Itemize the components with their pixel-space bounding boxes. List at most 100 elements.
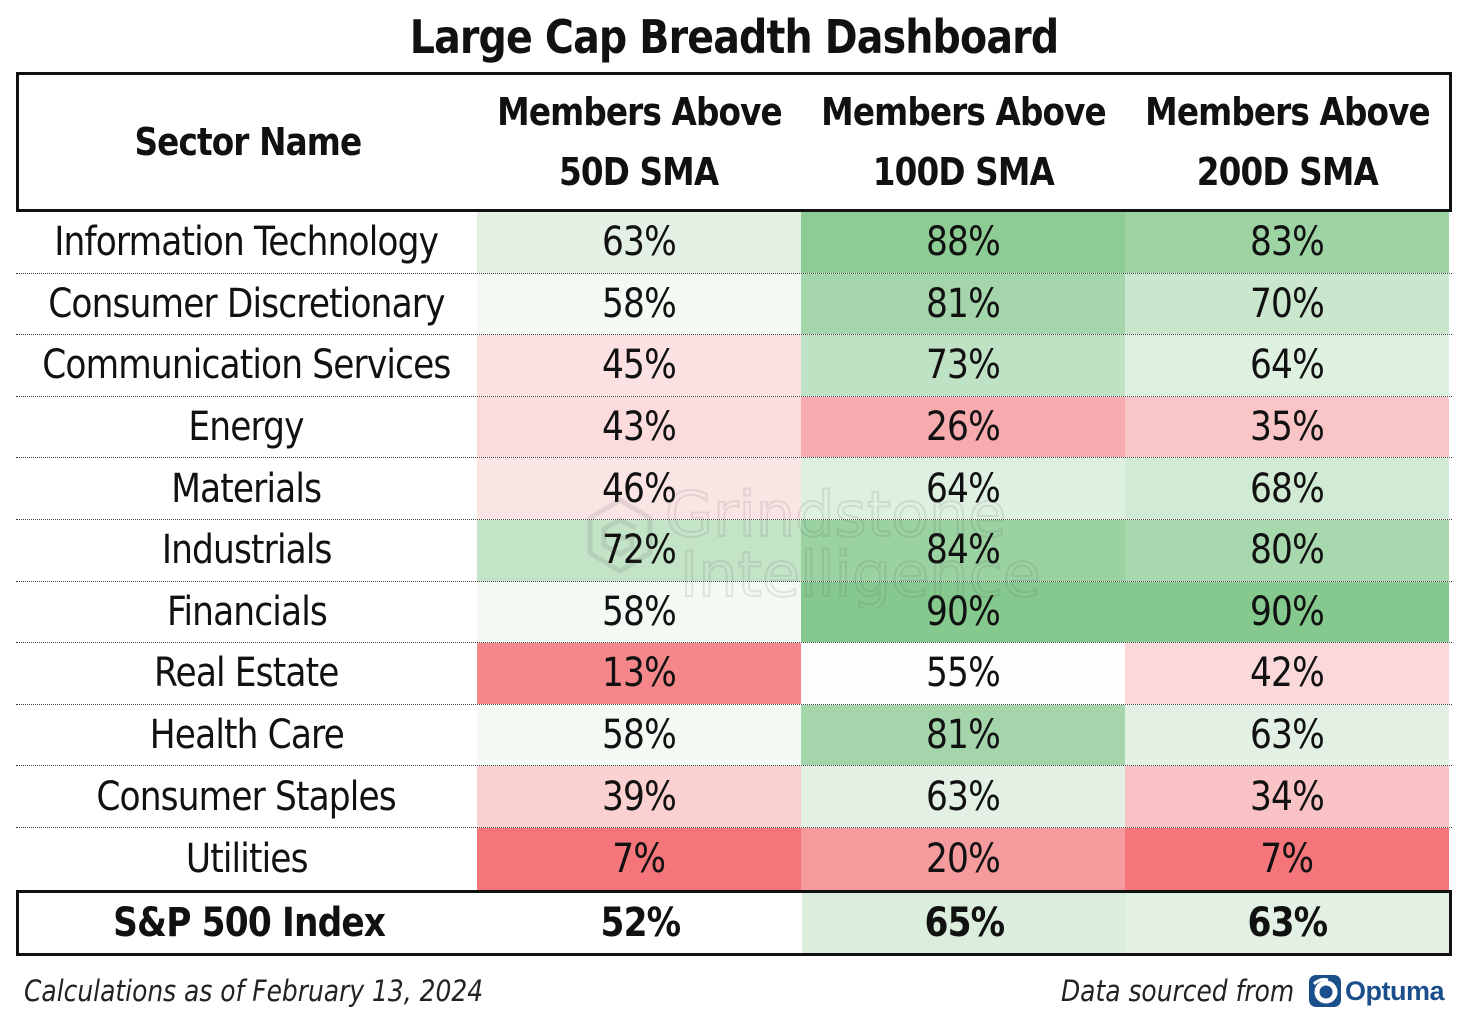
value-cell: 65%	[802, 892, 1126, 953]
table-row: Communication Services 45% 73% 64%	[16, 335, 1452, 397]
data-source-label: Data sourced from	[1060, 974, 1294, 1008]
sector-name: Utilities	[185, 835, 309, 882]
value-text: 64%	[926, 465, 1001, 512]
value-text: 26%	[926, 404, 1001, 451]
value-cell: 55%	[801, 643, 1125, 704]
sector-name-cell: Consumer Staples	[16, 766, 477, 827]
value-cell: 35%	[1125, 396, 1449, 458]
value-cell: 81%	[801, 704, 1125, 766]
column-header-1: Members Above 50D SMA	[477, 75, 801, 209]
value-cell: 63%	[801, 766, 1125, 827]
sector-name-cell: Information Technology	[16, 212, 477, 273]
sector-name-cell: Real Estate	[16, 643, 477, 704]
value-text: 7%	[612, 835, 667, 882]
value-cell: 90%	[1125, 581, 1449, 643]
value-text: 83%	[1250, 219, 1325, 266]
value-text: 64%	[1250, 342, 1325, 389]
calculation-date-note: Calculations as of February 13, 2024	[24, 974, 484, 1008]
value-text: 46%	[602, 465, 677, 512]
sector-name-cell: Energy	[16, 396, 477, 458]
column-header-text: Members Above	[820, 90, 1107, 134]
column-header-2: Members Above 100D SMA	[801, 75, 1125, 209]
sector-name-cell: Communication Services	[16, 335, 477, 396]
index-total-row: S&P 500 Index 52% 65% 63%	[16, 889, 1452, 956]
sector-name-cell: Materials	[16, 458, 477, 519]
sector-name: Consumer Discretionary	[48, 280, 445, 327]
sector-name: S&P 500 Index	[113, 899, 386, 946]
value-cell: 34%	[1125, 766, 1449, 827]
value-cell: 13%	[477, 643, 801, 704]
sector-name-cell: Financials	[16, 581, 477, 643]
value-cell: 39%	[477, 766, 801, 827]
column-header-text: Members Above	[496, 90, 783, 134]
value-text: 68%	[1250, 465, 1325, 512]
value-text: 42%	[1250, 650, 1325, 697]
table-row: Energy 43% 26% 35%	[16, 396, 1452, 459]
value-cell: 88%	[801, 212, 1125, 273]
value-cell: 73%	[801, 335, 1125, 396]
value-text: 34%	[1250, 773, 1325, 820]
sector-name: Real Estate	[154, 650, 339, 697]
value-cell: 58%	[477, 581, 801, 643]
table-header-row: Sector Name Members Above 50D SMA Members A…	[16, 72, 1452, 212]
table-row: Utilities 7% 20% 7%	[16, 827, 1452, 890]
value-cell: 45%	[477, 335, 801, 396]
value-text: 63%	[926, 773, 1001, 820]
value-cell: 80%	[1125, 519, 1449, 581]
sector-name: Energy	[188, 404, 305, 451]
value-text: 63%	[1247, 899, 1328, 946]
sector-name: Health Care	[149, 712, 344, 759]
value-cell: 26%	[801, 396, 1125, 458]
value-text: 70%	[1250, 280, 1325, 327]
sector-name-cell: Consumer Discretionary	[16, 273, 477, 335]
value-cell: 84%	[801, 519, 1125, 581]
value-text: 43%	[602, 404, 677, 451]
table-row: Industrials 72% 84% 80%	[16, 519, 1452, 582]
value-cell: 90%	[801, 581, 1125, 643]
value-text: 73%	[926, 342, 1001, 389]
data-source: Data sourced from Optuma	[1023, 968, 1445, 1014]
value-cell: 68%	[1125, 458, 1449, 519]
value-text: 45%	[602, 342, 677, 389]
sector-name: Industrials	[161, 527, 333, 574]
value-text: 13%	[602, 650, 677, 697]
sector-name: Communication Services	[42, 342, 451, 389]
optuma-logo-icon	[1308, 975, 1341, 1007]
sector-name: Financials	[166, 588, 328, 635]
value-text: 58%	[602, 280, 677, 327]
value-cell: 64%	[1125, 335, 1449, 396]
column-header-3: Members Above 200D SMA	[1125, 75, 1449, 209]
dashboard-title: Large Cap Breadth Dashboard	[409, 10, 1059, 64]
value-text: 52%	[600, 899, 682, 946]
value-text: 88%	[926, 219, 1001, 266]
value-cell: 7%	[1125, 827, 1449, 890]
value-text: 20%	[926, 835, 1001, 882]
value-text: 80%	[1250, 527, 1325, 574]
column-header-text: 50D SMA	[559, 150, 719, 194]
value-text: 55%	[926, 650, 1001, 697]
value-text: 90%	[1250, 588, 1325, 635]
value-text: 65%	[924, 899, 1005, 946]
table-body: Information Technology 63% 88% 83% Consumer …	[16, 212, 1452, 890]
value-text: 7%	[1260, 835, 1315, 882]
value-cell: 7%	[477, 827, 801, 890]
value-cell: 81%	[801, 273, 1125, 335]
value-text: 39%	[602, 773, 677, 820]
table-row: Consumer Staples 39% 63% 34%	[16, 766, 1452, 828]
breadth-table: Sector Name Members Above 50D SMA Members A…	[16, 72, 1452, 956]
table-row: Information Technology 63% 88% 83%	[16, 212, 1452, 274]
value-text: 72%	[602, 527, 677, 574]
value-cell: 70%	[1125, 273, 1449, 335]
value-cell: 83%	[1125, 212, 1449, 273]
footer: Calculations as of February 13, 2024 Dat…	[24, 968, 1445, 1014]
value-cell: 52%	[479, 892, 803, 953]
value-cell: 58%	[477, 704, 801, 766]
table-row: Consumer Discretionary 58% 81% 70%	[16, 273, 1452, 336]
value-cell: 43%	[477, 396, 801, 458]
column-header-0: Sector Name	[19, 75, 477, 209]
value-text: 35%	[1250, 404, 1325, 451]
column-header-text: 100D SMA	[872, 150, 1054, 194]
sector-name-cell: Utilities	[16, 827, 477, 890]
sector-name: Information Technology	[54, 219, 440, 266]
value-text: 63%	[1250, 712, 1325, 759]
